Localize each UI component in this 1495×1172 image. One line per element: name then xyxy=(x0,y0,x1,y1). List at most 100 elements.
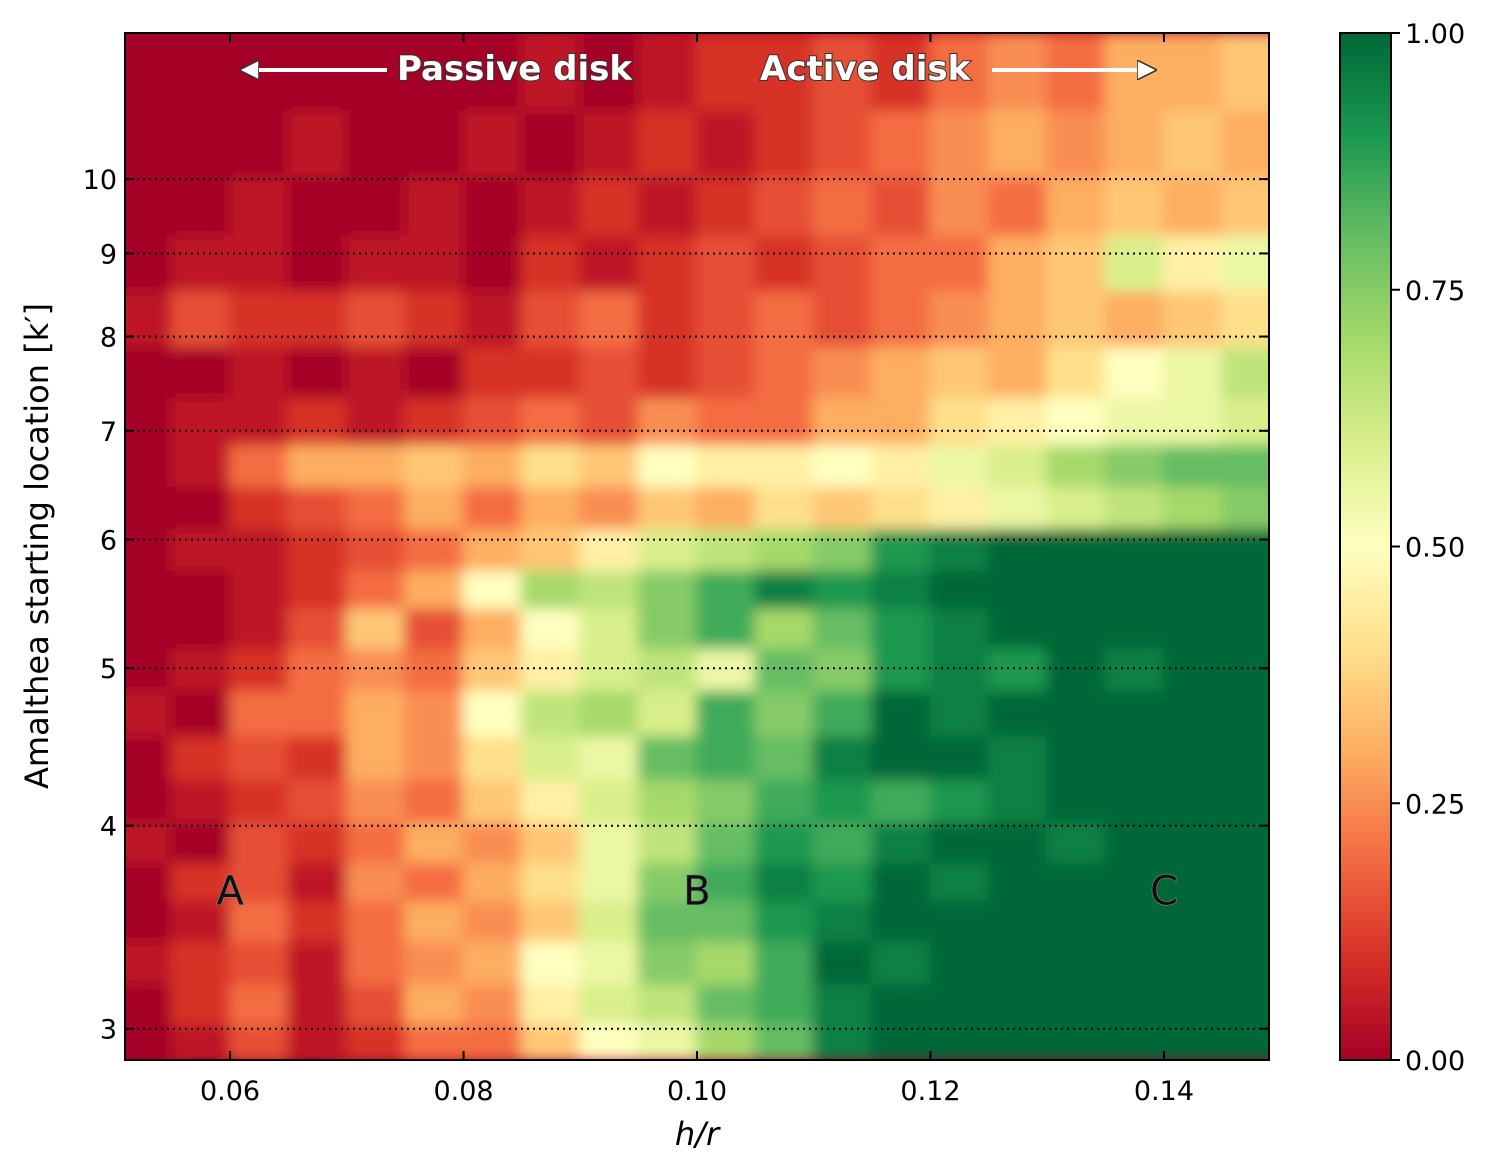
heatmap-cell xyxy=(929,899,990,942)
heatmap-cell xyxy=(754,734,815,781)
heatmap-cell xyxy=(579,982,640,1025)
heatmap-cell xyxy=(170,939,232,985)
heatmap-cell xyxy=(987,289,1049,347)
heatmap-cell xyxy=(125,442,173,488)
heatmap-cell xyxy=(929,175,990,236)
heatmap-cell xyxy=(812,395,874,445)
heatmap-cell xyxy=(170,568,232,609)
heatmap-cell xyxy=(287,568,348,609)
heatmap-cell xyxy=(287,395,348,445)
heatmap-cell xyxy=(1046,820,1107,864)
heatmap-cell xyxy=(1046,861,1107,902)
y-tick-label: 4 xyxy=(100,812,117,843)
heatmap-cell xyxy=(462,568,523,609)
heatmap-cell xyxy=(345,568,407,609)
heatmap-cell xyxy=(287,861,348,902)
heatmap-cell xyxy=(1162,442,1224,488)
heatmap-cell xyxy=(579,939,640,985)
heatmap-cell xyxy=(125,344,173,398)
heatmap-cell xyxy=(754,485,815,530)
heatmap-cell xyxy=(287,899,348,942)
heatmap-cell xyxy=(1104,820,1165,864)
x-tick-label: 0.08 xyxy=(433,1076,493,1107)
heatmap-cell xyxy=(812,233,874,292)
heatmap-cell xyxy=(229,646,290,692)
heatmap-cell xyxy=(871,606,932,649)
heatmap-cell xyxy=(987,689,1049,737)
heatmap-cell xyxy=(696,442,757,488)
heatmap-cell xyxy=(125,233,173,292)
heatmap-cell xyxy=(170,108,232,178)
heatmap-cell xyxy=(1162,344,1224,398)
heatmap-cell xyxy=(696,289,757,347)
heatmap-cell xyxy=(1221,568,1269,609)
heatmap-cell xyxy=(871,527,932,571)
heatmap-cell xyxy=(929,939,990,985)
heatmap-cell xyxy=(462,982,523,1025)
heatmap-cell xyxy=(404,289,465,347)
heatmap-cell xyxy=(1046,734,1107,781)
heatmap-cell xyxy=(404,861,465,902)
heatmap-cell xyxy=(637,108,698,178)
heatmap-cell xyxy=(404,395,465,445)
x-tick-label: 0.06 xyxy=(200,1076,260,1107)
heatmap-cell xyxy=(345,108,407,178)
heatmap-cell xyxy=(229,689,290,737)
heatmap-cell xyxy=(520,734,582,781)
heatmap-cell xyxy=(287,442,348,488)
heatmap-cell xyxy=(987,442,1049,488)
colorbar-tick-label: 0.75 xyxy=(1405,276,1465,307)
heatmap-cell xyxy=(170,442,232,488)
heatmap-cell xyxy=(287,689,348,737)
heatmap-cell xyxy=(871,289,932,347)
heatmap-cell xyxy=(287,175,348,236)
heatmap-cell xyxy=(754,395,815,445)
heatmap-cell xyxy=(229,108,290,178)
heatmap-cell xyxy=(754,861,815,902)
heatmap-cell xyxy=(1162,108,1224,178)
colorbar-tick-label: 0.25 xyxy=(1405,789,1465,820)
heatmap-cell xyxy=(1162,395,1224,445)
heatmap-cell xyxy=(1104,233,1165,292)
region-labels: A B C xyxy=(216,868,1179,915)
heatmap-cell xyxy=(871,646,932,692)
heatmap-cell xyxy=(520,395,582,445)
heatmap-cell xyxy=(125,395,173,445)
heatmap-cell xyxy=(345,442,407,488)
heatmap-cell xyxy=(929,861,990,902)
heatmap-cell xyxy=(1046,175,1107,236)
heatmap-cell xyxy=(929,485,990,530)
heatmap-cell xyxy=(754,289,815,347)
heatmap-cell xyxy=(229,442,290,488)
heatmap-cell xyxy=(1046,108,1107,178)
heatmap-cell xyxy=(987,568,1049,609)
heatmap-cell xyxy=(1162,33,1224,111)
heatmap-cell xyxy=(637,778,698,823)
heatmap-cell xyxy=(125,820,173,864)
heatmap-cell xyxy=(125,982,173,1025)
heatmap-cell xyxy=(1162,820,1224,864)
heatmap-cell xyxy=(1104,734,1165,781)
heatmap-cell xyxy=(1104,485,1165,530)
heatmap-cell xyxy=(125,175,173,236)
x-tick-label: 0.10 xyxy=(667,1076,727,1107)
heatmap-cell xyxy=(929,33,990,111)
heatmap-cell xyxy=(1104,861,1165,902)
heatmap-cell xyxy=(404,734,465,781)
heatmap-cell xyxy=(1162,939,1224,985)
heatmap-cell xyxy=(696,861,757,902)
heatmap-cell xyxy=(579,175,640,236)
heatmap-cell xyxy=(754,646,815,692)
heatmap-cell xyxy=(1221,527,1269,571)
heatmap-cell xyxy=(929,606,990,649)
heatmap-cell xyxy=(229,820,290,864)
y-tick-label: 6 xyxy=(100,526,117,557)
heatmap-cell xyxy=(929,289,990,347)
heatmap-cell xyxy=(696,899,757,942)
heatmap-cell xyxy=(812,606,874,649)
heatmap-cell xyxy=(125,861,173,902)
heatmap-cell xyxy=(637,175,698,236)
heatmap-cell xyxy=(1046,485,1107,530)
heatmap-cell xyxy=(871,33,932,111)
heatmap-cell xyxy=(345,527,407,571)
